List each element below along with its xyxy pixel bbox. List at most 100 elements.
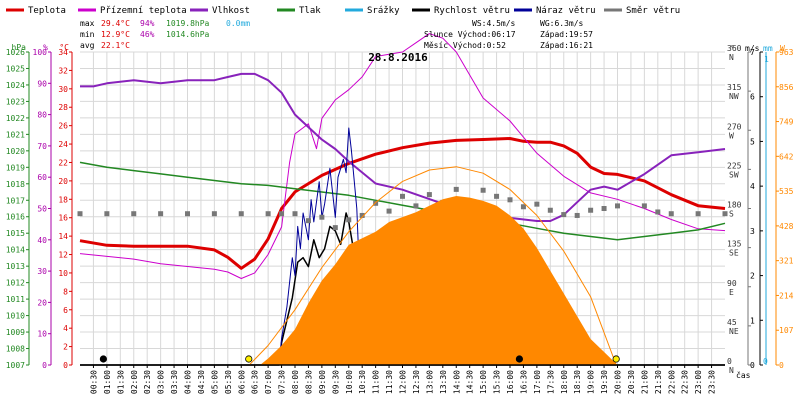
rain-tick-label: 0 [763,357,768,366]
stat-wind-gust: WG:6.3m/s [540,19,584,28]
series-vlhkost [80,72,726,222]
pressure-tick-label: 1014 [6,246,25,255]
series-group [77,33,728,366]
legend-label: Směr větru [626,6,680,16]
solar-tick-label: 321 [779,257,794,266]
x-tick-label: 03:00 [157,370,166,394]
humidity-tick-label: 60 [37,173,47,182]
x-tick-label: 18:30 [573,370,582,394]
pressure-tick-label: 1021 [6,130,25,139]
pressure-tick-label: 1011 [6,295,25,304]
legend-label: Tlak [299,6,321,16]
wind-direction-point [453,186,459,192]
stat-sun-set: Západ:19:57 [540,30,593,39]
wind-direction-point [346,217,352,223]
stat-value: 22.1°C [101,41,130,50]
stat-moon-rise: Měsíc Východ:0:52 [424,41,506,50]
wind-unit: m/s [745,44,760,53]
x-tick-label: 15:30 [493,370,502,394]
wind-direction-point [131,211,137,217]
temperature-tick-label: 4 [63,324,68,333]
wind-tick-label: 1 [750,316,755,325]
series-p-zemn-teplota [79,33,726,279]
wind-direction-point [547,207,553,213]
solar-tick-label: 642 [779,152,794,161]
x-tick-label: 08:30 [304,370,313,394]
stat-sun-rise: Slunce Východ:06:17 [424,30,516,39]
rain-unit: mm [763,44,773,53]
x-tick-label: 23:00 [694,370,703,394]
x-tick-label: 17:30 [546,370,555,394]
pressure-unit: hPa [12,43,27,52]
pressure-tick-label: 1007 [6,361,25,370]
wind-direction-point [265,211,271,217]
wind-direction-point [668,211,674,217]
wind-direction-point [77,211,83,217]
wind-tick-label: 3 [750,227,755,236]
x-tick-label: 12:00 [399,370,408,394]
wind-direction-point [373,200,379,206]
direction-tick-label: 0 [727,357,732,366]
x-tick-label: 20:30 [627,370,636,394]
x-tick-label: 16:00 [506,370,515,394]
temperature-tick-label: 18 [58,195,68,204]
legend-label: Přízemní teplota [100,6,187,16]
stat-value: min [80,30,95,39]
moonset-marker [515,355,524,363]
x-tick-label: 13:30 [439,370,448,394]
wind-direction-point [695,211,701,217]
x-tick-label: 14:00 [452,370,461,394]
x-tick-label: 22:00 [667,370,676,394]
humidity-tick-label: 90 [37,79,47,88]
direction-tick-compass: W [729,131,734,140]
wind-direction-point [292,211,298,217]
x-tick-label: 03:30 [170,370,179,394]
wind-tick-label: 6 [750,93,755,102]
x-tick-label: 16:30 [519,370,528,394]
solar-tick-label: 214 [779,291,794,300]
pressure-tick-label: 1023 [6,97,25,106]
direction-tick-label: 315 [727,83,742,92]
pressure-tick-label: 1013 [6,262,25,271]
pressure-tick-label: 1008 [6,345,25,354]
series-n-raz-v-tru [80,127,725,366]
x-tick-label: 05:00 [210,370,219,394]
pressure-tick-label: 1010 [6,312,25,321]
wind-direction-point [520,204,526,210]
direction-tick-label: 360 [727,44,742,53]
humidity-tick-label: 80 [37,111,47,120]
stat-value: 0.0mm [226,19,250,28]
x-tick-label: 10:00 [345,370,354,394]
solar-tick-label: 963 [779,48,794,57]
temperature-tick-label: 34 [58,48,68,57]
x-tick-label: 13:00 [425,370,434,394]
wind-tick-label: 2 [750,272,755,281]
stat-value: avg [80,41,95,50]
pressure-tick-label: 1017 [6,196,25,205]
wind-direction-point [507,197,513,203]
legend-label: Srážky [367,6,400,16]
humidity-tick-label: 10 [37,330,47,339]
x-tick-label: 11:00 [372,370,381,394]
solar-tick-label: 428 [779,222,794,231]
x-tick-label: 09:30 [331,370,340,394]
x-tick-label: 11:30 [385,370,394,394]
temperature-unit: °C [59,43,69,52]
series-tlak [79,161,726,241]
humidity-tick-label: 30 [37,267,47,276]
temperature-tick-label: 30 [58,85,68,94]
solar-unit: W [780,44,785,53]
solar-tick-label: 856 [779,83,794,92]
wind-direction-point [319,214,325,220]
stat-value: 46% [140,30,155,39]
temperature-tick-label: 16 [58,214,68,223]
direction-tick-compass: SW [729,170,739,179]
pressure-tick-label: 1016 [6,213,25,222]
series-solar-max [248,166,617,366]
pressure-tick-label: 1012 [6,279,25,288]
solar-tick-label: 107 [779,326,794,335]
series-solar [80,196,725,365]
x-tick-label: 10:30 [358,370,367,394]
wind-direction-point [480,187,486,193]
